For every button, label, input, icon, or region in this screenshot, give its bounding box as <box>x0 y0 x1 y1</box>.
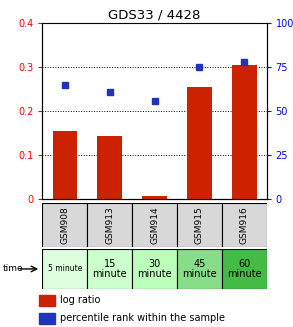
Text: percentile rank within the sample: percentile rank within the sample <box>60 313 225 323</box>
Text: GSM915: GSM915 <box>195 206 204 244</box>
Bar <box>177 203 222 247</box>
Bar <box>222 249 267 289</box>
Bar <box>132 249 177 289</box>
Text: 5 minute: 5 minute <box>48 265 82 273</box>
Bar <box>52 131 77 199</box>
Text: 45
minute: 45 minute <box>182 259 217 279</box>
Bar <box>132 203 177 247</box>
Text: GSM913: GSM913 <box>105 206 114 244</box>
Bar <box>222 203 267 247</box>
Text: GSM908: GSM908 <box>60 206 69 244</box>
Bar <box>39 295 54 306</box>
Text: GSM916: GSM916 <box>240 206 249 244</box>
Bar <box>87 249 132 289</box>
Text: time: time <box>3 265 23 273</box>
Bar <box>42 203 87 247</box>
Title: GDS33 / 4428: GDS33 / 4428 <box>108 9 201 22</box>
Text: log ratio: log ratio <box>60 295 100 305</box>
Bar <box>142 196 167 199</box>
Bar <box>232 65 257 199</box>
Text: 15
minute: 15 minute <box>92 259 127 279</box>
Bar <box>87 203 132 247</box>
Text: 60
minute: 60 minute <box>227 259 262 279</box>
Bar <box>42 249 87 289</box>
Text: 30
minute: 30 minute <box>137 259 172 279</box>
Bar <box>187 87 212 199</box>
Bar <box>177 249 222 289</box>
Text: GSM914: GSM914 <box>150 206 159 244</box>
Bar <box>39 313 54 324</box>
Bar <box>97 136 122 199</box>
